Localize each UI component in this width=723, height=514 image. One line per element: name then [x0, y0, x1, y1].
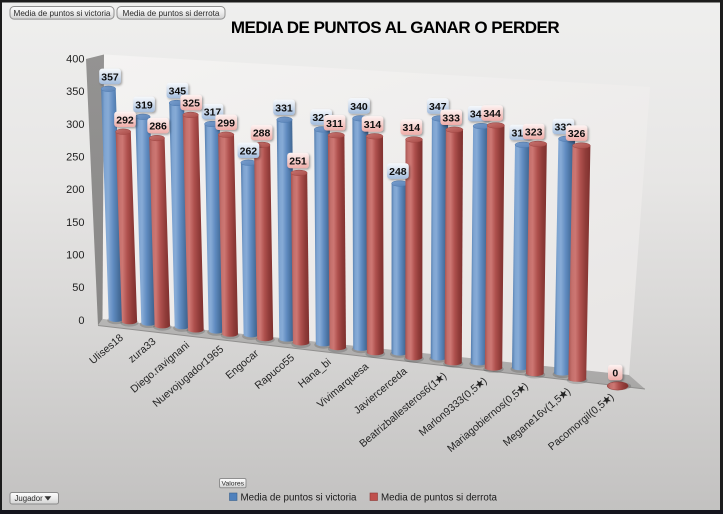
svg-text:331: 331 — [275, 102, 293, 114]
svg-text:311: 311 — [326, 118, 343, 130]
svg-text:350: 350 — [66, 86, 84, 98]
svg-text:Media de puntos si derrota: Media de puntos si derrota — [381, 493, 498, 504]
svg-text:Jugador: Jugador — [15, 494, 44, 503]
svg-text:200: 200 — [66, 184, 84, 196]
svg-text:326: 326 — [568, 128, 586, 140]
svg-text:Media de puntos si derrota: Media de puntos si derrota — [123, 9, 220, 18]
svg-text:248: 248 — [389, 166, 407, 178]
svg-text:299: 299 — [217, 117, 235, 129]
svg-text:319: 319 — [135, 99, 153, 111]
svg-text:): ) — [563, 386, 573, 397]
svg-text:262: 262 — [240, 145, 258, 157]
svg-text:0: 0 — [78, 315, 84, 327]
svg-text:345: 345 — [169, 86, 187, 98]
svg-text:251: 251 — [289, 156, 307, 168]
svg-text:357: 357 — [101, 71, 119, 83]
svg-text:Media de puntos si victoria: Media de puntos si victoria — [14, 9, 111, 18]
svg-text:286: 286 — [149, 121, 167, 133]
svg-text:300: 300 — [66, 119, 84, 131]
svg-text:292: 292 — [116, 114, 134, 126]
svg-text:MEDIA DE PUNTOS AL GANAR O PER: MEDIA DE PUNTOS AL GANAR O PERDER — [231, 18, 559, 37]
svg-text:): ) — [439, 370, 449, 381]
svg-text:344: 344 — [483, 108, 501, 120]
svg-text:100: 100 — [66, 250, 84, 262]
svg-text:288: 288 — [253, 128, 271, 140]
svg-text:314: 314 — [403, 122, 421, 134]
svg-text:333: 333 — [442, 112, 460, 124]
svg-text:): ) — [606, 391, 616, 402]
svg-text:0: 0 — [612, 368, 618, 380]
svg-text:323: 323 — [525, 127, 543, 139]
svg-text:Media de puntos si victoria: Media de puntos si victoria — [241, 493, 358, 504]
svg-text:250: 250 — [66, 151, 84, 163]
svg-text:400: 400 — [66, 53, 84, 65]
svg-text:50: 50 — [72, 282, 84, 294]
svg-text:340: 340 — [350, 101, 368, 113]
svg-text:150: 150 — [66, 217, 84, 229]
svg-text:314: 314 — [364, 119, 382, 131]
svg-text:325: 325 — [182, 98, 200, 110]
svg-text:): ) — [479, 375, 489, 386]
svg-text:Valores: Valores — [221, 481, 244, 488]
svg-text:): ) — [520, 380, 530, 391]
